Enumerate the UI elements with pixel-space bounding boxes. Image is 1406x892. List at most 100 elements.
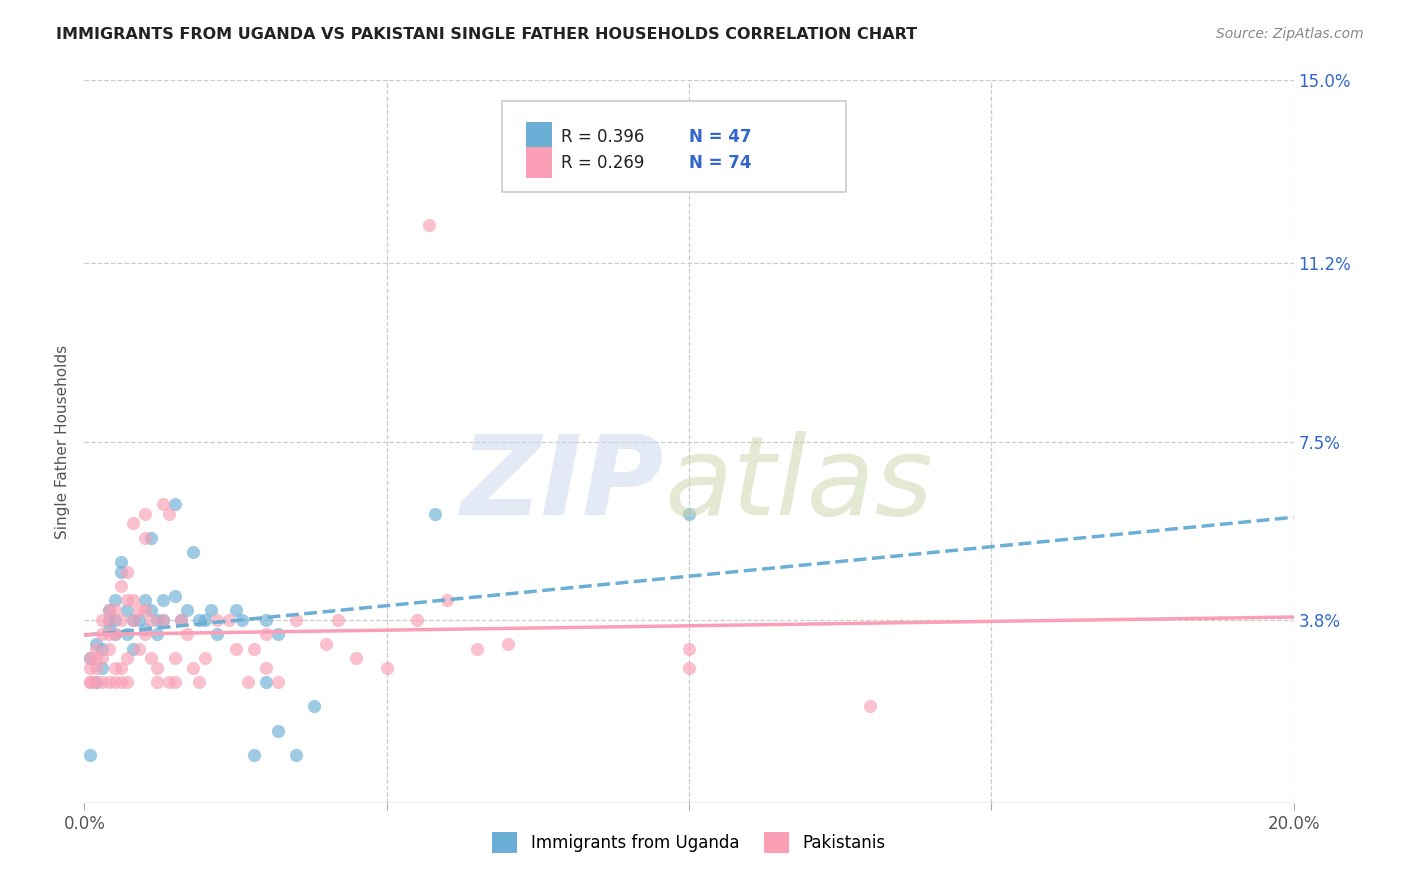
Point xyxy=(165,589,187,603)
Text: R = 0.396: R = 0.396 xyxy=(561,128,644,146)
Point xyxy=(139,651,162,665)
FancyBboxPatch shape xyxy=(526,147,553,178)
Point xyxy=(467,641,489,656)
Point xyxy=(254,627,277,641)
Point xyxy=(115,627,138,641)
Point xyxy=(110,613,132,627)
Point xyxy=(104,627,127,641)
Point xyxy=(157,675,180,690)
Point xyxy=(134,603,156,617)
Point xyxy=(110,555,132,569)
Point xyxy=(165,675,187,690)
Point xyxy=(86,675,108,690)
Point xyxy=(79,675,101,690)
Text: IMMIGRANTS FROM UGANDA VS PAKISTANI SINGLE FATHER HOUSEHOLDS CORRELATION CHART: IMMIGRANTS FROM UGANDA VS PAKISTANI SING… xyxy=(56,27,917,42)
Point xyxy=(121,613,143,627)
Point xyxy=(79,651,101,665)
Point xyxy=(115,565,138,579)
Point xyxy=(91,675,114,690)
Point xyxy=(267,723,290,738)
Point xyxy=(104,675,127,690)
Point xyxy=(128,641,150,656)
Point xyxy=(97,603,120,617)
Point xyxy=(218,613,240,627)
Point xyxy=(134,627,156,641)
FancyBboxPatch shape xyxy=(526,122,553,153)
Point xyxy=(165,651,187,665)
Text: R = 0.269: R = 0.269 xyxy=(561,153,644,171)
Point xyxy=(86,651,108,665)
Point xyxy=(86,641,108,656)
Point xyxy=(242,747,264,762)
Point xyxy=(134,531,156,545)
Point xyxy=(181,545,204,559)
Point xyxy=(139,531,162,545)
Point xyxy=(79,675,101,690)
Point xyxy=(91,613,114,627)
Point xyxy=(254,613,277,627)
Point xyxy=(104,613,127,627)
Point xyxy=(146,613,169,627)
Point xyxy=(97,613,120,627)
Point xyxy=(128,613,150,627)
Point xyxy=(267,675,290,690)
Point xyxy=(152,613,174,627)
Point xyxy=(242,641,264,656)
Point xyxy=(152,593,174,607)
Point xyxy=(302,699,325,714)
Point xyxy=(254,661,277,675)
Point xyxy=(236,675,259,690)
Point xyxy=(146,661,169,675)
Point xyxy=(194,613,217,627)
Point xyxy=(859,699,882,714)
Point xyxy=(104,627,127,641)
Point xyxy=(285,613,308,627)
Point xyxy=(97,675,120,690)
Point xyxy=(176,627,198,641)
Point xyxy=(91,651,114,665)
Point xyxy=(146,627,169,641)
Point xyxy=(176,603,198,617)
Point xyxy=(207,613,229,627)
Point xyxy=(157,507,180,521)
Point xyxy=(79,747,101,762)
Point xyxy=(406,613,429,627)
Point xyxy=(207,627,229,641)
Point xyxy=(79,661,101,675)
Point xyxy=(254,675,277,690)
Point xyxy=(200,603,222,617)
Point xyxy=(97,641,120,656)
FancyBboxPatch shape xyxy=(502,101,846,192)
Point xyxy=(678,641,700,656)
Point xyxy=(146,675,169,690)
Point xyxy=(423,507,446,521)
Point xyxy=(188,675,211,690)
Point xyxy=(104,603,127,617)
Point xyxy=(104,661,127,675)
Text: N = 47: N = 47 xyxy=(689,128,751,146)
Point xyxy=(97,627,120,641)
Point xyxy=(678,661,700,675)
Text: atlas: atlas xyxy=(665,432,934,539)
Text: N = 74: N = 74 xyxy=(689,153,751,171)
Point xyxy=(375,661,398,675)
Point xyxy=(91,641,114,656)
Point xyxy=(121,593,143,607)
Point xyxy=(91,627,114,641)
Point xyxy=(91,661,114,675)
Point xyxy=(86,637,108,651)
Point xyxy=(134,623,156,637)
Text: ZIP: ZIP xyxy=(461,432,665,539)
Point xyxy=(86,675,108,690)
Point xyxy=(97,623,120,637)
Point xyxy=(496,637,519,651)
Point xyxy=(104,593,127,607)
Point xyxy=(121,613,143,627)
Point xyxy=(152,497,174,511)
Point xyxy=(110,675,132,690)
Point xyxy=(285,747,308,762)
Point xyxy=(134,593,156,607)
Point xyxy=(121,516,143,531)
Point xyxy=(79,651,101,665)
Point xyxy=(110,565,132,579)
